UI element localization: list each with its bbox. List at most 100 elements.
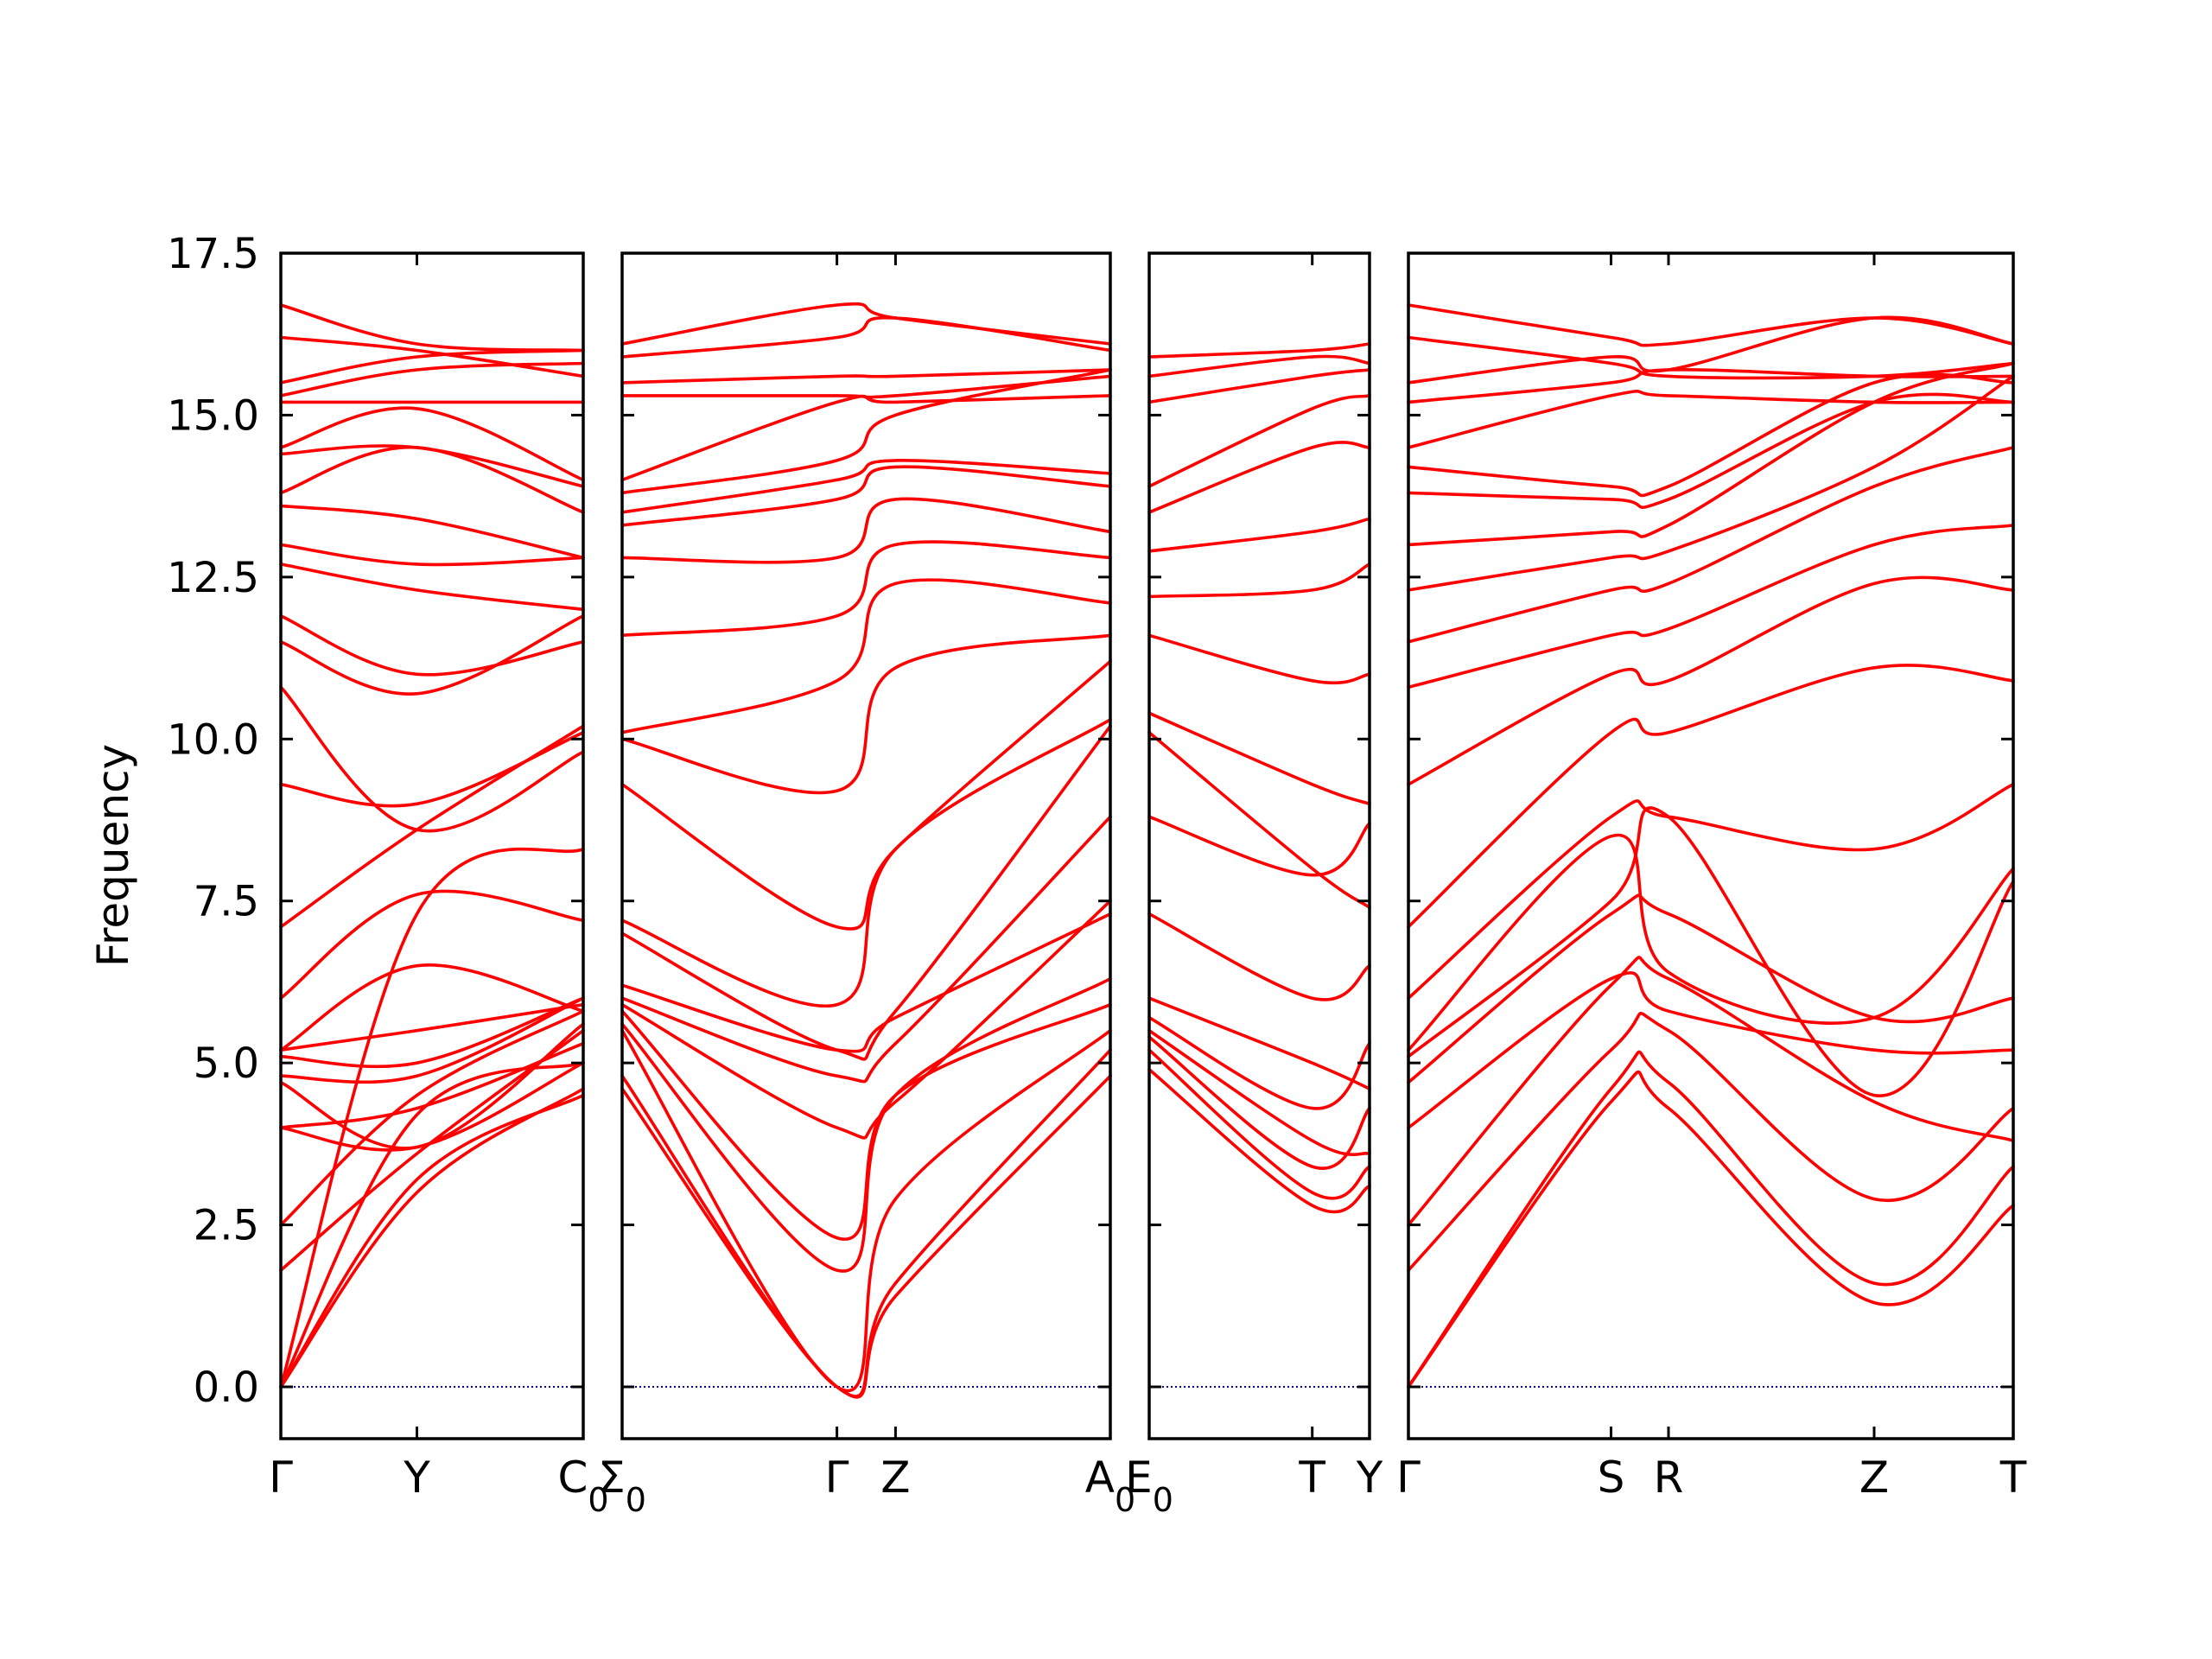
panel-1: Γ Y C0	[269, 251, 609, 1519]
band-curve	[1407, 303, 2015, 347]
x-tick-label: Z	[880, 1452, 910, 1503]
band-curve	[1147, 912, 1371, 1001]
band-curve	[1407, 833, 2015, 1052]
band-curve	[620, 302, 1112, 346]
band-curve	[279, 361, 585, 397]
band-curve	[620, 374, 1112, 399]
band-curve	[279, 444, 585, 488]
y-axis-label: Frequency	[88, 744, 138, 967]
band-curve	[279, 996, 585, 1069]
band-curve	[620, 465, 1112, 527]
band-curve	[279, 963, 585, 1052]
band-curve	[279, 614, 585, 677]
band-curve	[1147, 342, 1371, 359]
band-curve	[1407, 664, 2015, 929]
y-tick-label: 7.5	[194, 878, 259, 926]
band-curve	[1407, 1070, 2015, 1389]
band-curve	[279, 614, 585, 696]
band-curve	[1147, 711, 1371, 806]
band-curve	[279, 1061, 585, 1152]
band-curve	[1407, 315, 2015, 385]
band-curve	[1147, 1015, 1371, 1110]
band-curve	[1407, 374, 2015, 592]
band-curve	[279, 543, 585, 567]
x-tick-label: Y	[403, 1452, 430, 1503]
band-curve	[620, 368, 1112, 495]
band-curve	[279, 847, 585, 1389]
band-curve	[620, 718, 1112, 1008]
x-tick-label: C0	[557, 1452, 608, 1519]
band-curve	[620, 1028, 1112, 1393]
band-curve	[620, 315, 1112, 359]
panel-2: Σ0 Γ Z A0	[598, 251, 1135, 1519]
y-tick-label: 15.0	[167, 391, 259, 440]
band-curve	[1147, 517, 1371, 553]
band-curve	[279, 1009, 585, 1227]
band-curve	[620, 368, 1112, 385]
band-curve	[1407, 392, 2015, 509]
band-curve	[1407, 1011, 2015, 1272]
x-tick-label: Z	[1859, 1452, 1889, 1503]
band-curve	[620, 912, 1112, 1053]
band-curve	[279, 889, 585, 1000]
band-curve	[1407, 893, 2015, 1084]
y-tick-label: 5.0	[194, 1039, 259, 1088]
band-curve	[620, 659, 1112, 931]
band-curve	[279, 348, 585, 385]
y-tick-label: 10.0	[167, 715, 259, 764]
panel-frame	[279, 251, 585, 1440]
band-curve	[620, 578, 1112, 734]
band-curve	[279, 1022, 585, 1150]
band-curve	[1407, 575, 2015, 786]
panel-frame	[620, 251, 1112, 1440]
band-curve	[279, 996, 585, 1084]
band-curve	[1407, 361, 2015, 547]
panel-frame	[1407, 251, 2015, 1440]
x-tick-label: R	[1654, 1452, 1684, 1503]
band-curve	[1147, 633, 1371, 685]
band-curve	[279, 335, 585, 378]
band-curve	[1147, 996, 1371, 1090]
band-curve	[620, 1002, 1112, 1241]
band-curve	[1147, 441, 1371, 514]
band-curve	[1147, 563, 1371, 599]
band-curve	[620, 633, 1112, 795]
band-curve	[279, 685, 585, 833]
band-curve	[1407, 390, 2015, 449]
band-curve	[279, 406, 585, 482]
y-tick-label: 2.5	[194, 1202, 259, 1250]
y-tick-label: 0.0	[194, 1363, 259, 1412]
band-curve	[279, 1002, 585, 1052]
y-tick-label: 17.5	[167, 230, 259, 278]
panel-3: E0 T Y	[1125, 251, 1383, 1519]
band-curve	[1147, 354, 1371, 378]
x-tick-label: Σ0	[598, 1452, 646, 1519]
band-curve	[620, 815, 1112, 1084]
x-tick-label: Γ	[269, 1452, 293, 1503]
band-curve	[279, 504, 585, 560]
band-curve	[620, 976, 1112, 1273]
x-tick-label: T	[1999, 1452, 2027, 1503]
band-curve	[1147, 368, 1371, 404]
band-curve	[1407, 806, 2015, 1097]
band-curve	[1147, 1028, 1371, 1156]
band-curve	[1147, 1067, 1371, 1214]
x-tick-label: Γ	[1396, 1452, 1421, 1503]
band-curve	[279, 731, 585, 808]
band-curve	[1407, 971, 2015, 1129]
band-curve	[279, 1061, 585, 1389]
x-tick-label: Y	[1356, 1452, 1383, 1503]
band-curve	[1407, 1050, 2015, 1389]
band-curve	[620, 724, 1112, 1061]
x-tick-label: E0	[1125, 1452, 1173, 1519]
x-tick-label: S	[1598, 1452, 1625, 1503]
x-tick-label: T	[1298, 1452, 1325, 1503]
band-curve	[1407, 446, 2015, 644]
band-curve	[1147, 731, 1371, 909]
panel-frame	[1147, 251, 1371, 1440]
x-tick-label: Γ	[825, 1452, 849, 1503]
band-curve	[1407, 956, 2015, 1227]
band-curve	[1407, 524, 2015, 690]
